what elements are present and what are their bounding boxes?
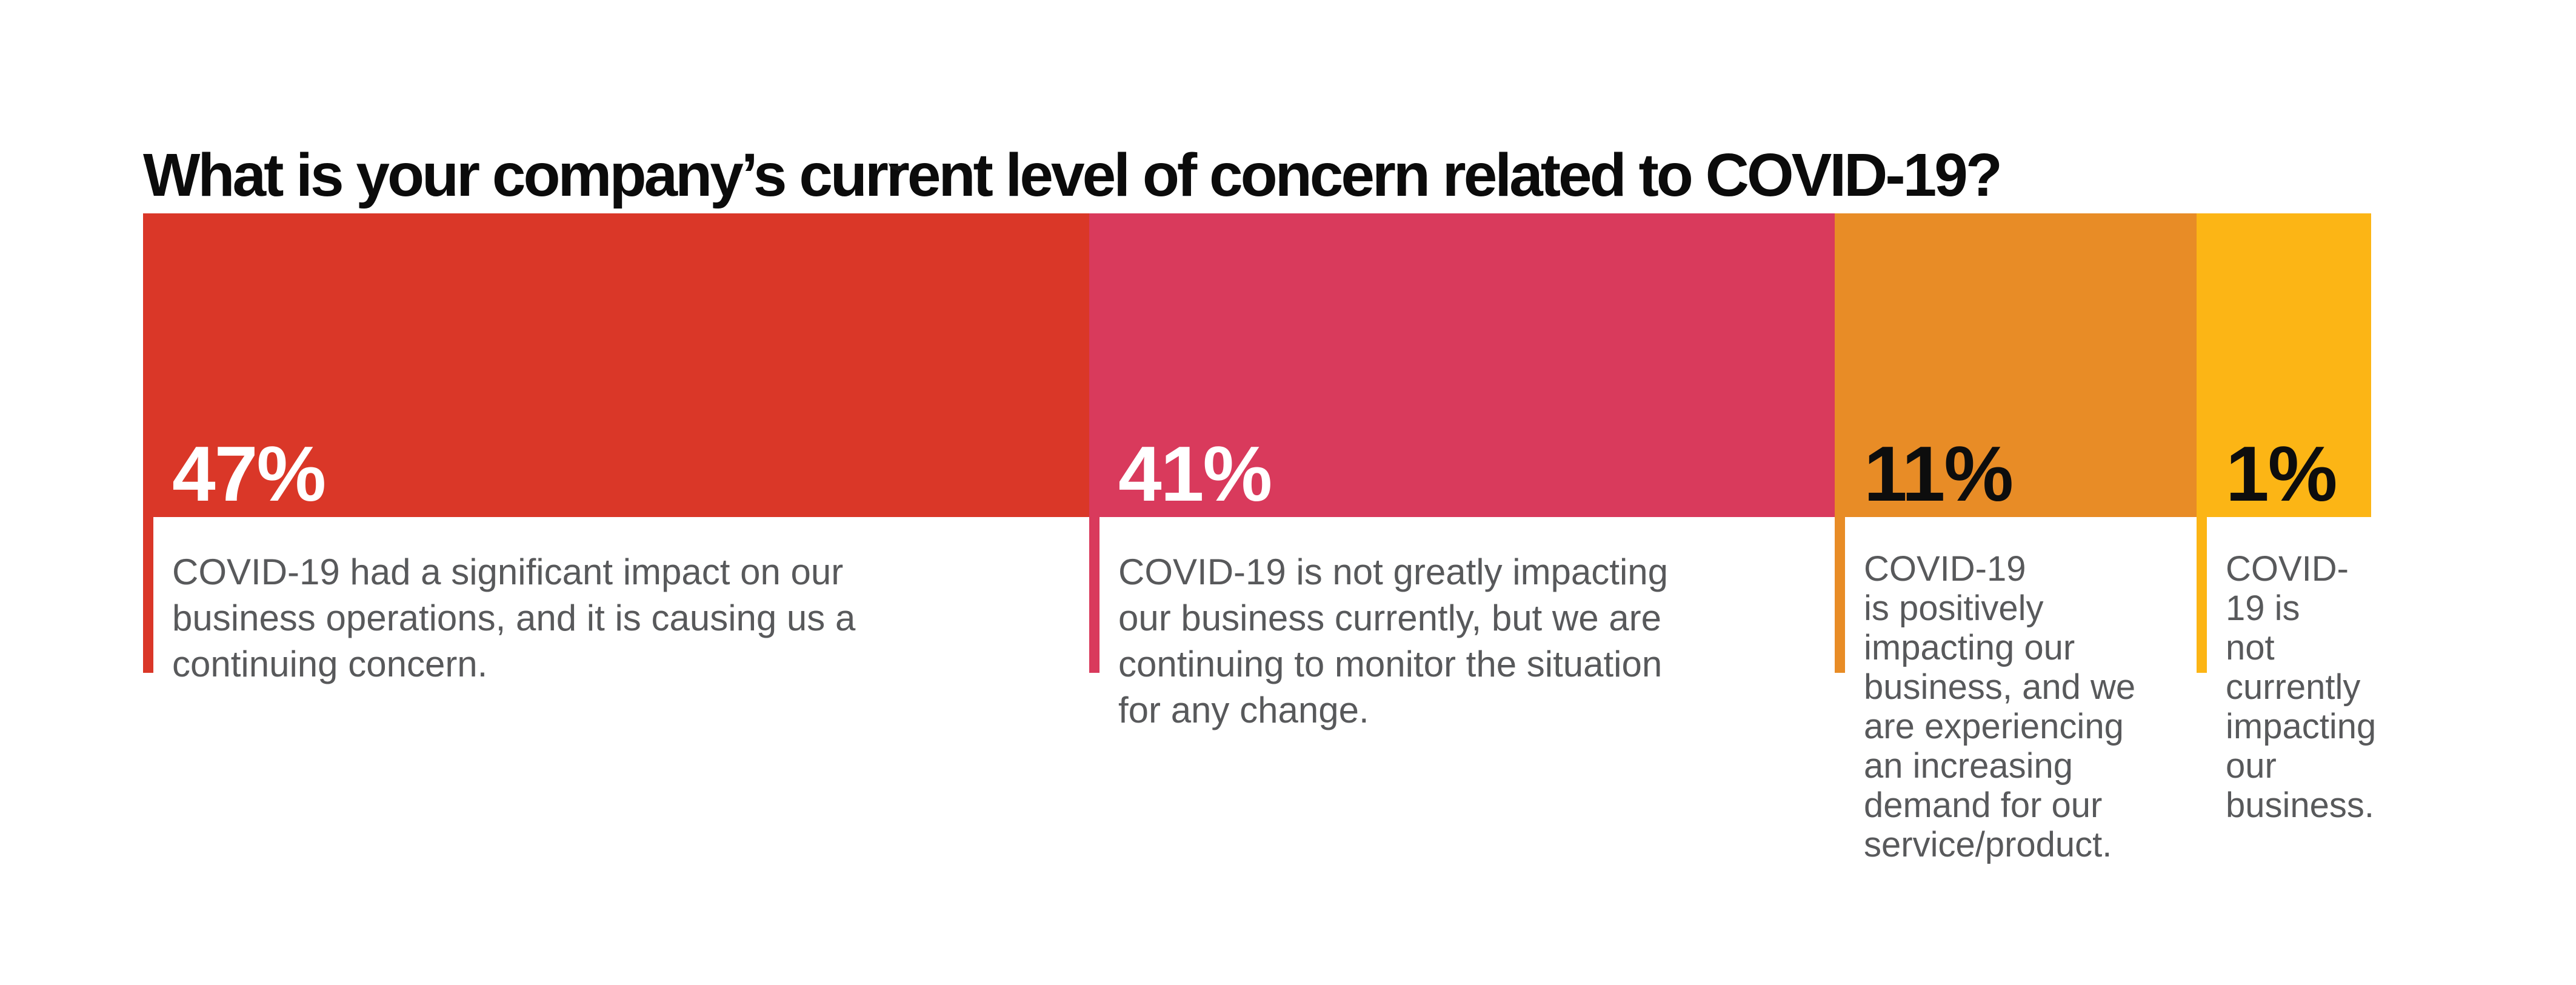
segment-tick bbox=[1089, 517, 1099, 673]
segment-value-label: 1% bbox=[2226, 430, 2337, 518]
segment-bar: 41% bbox=[1089, 213, 1835, 517]
segment-tick bbox=[1835, 517, 1845, 673]
segment-tick bbox=[2197, 517, 2207, 673]
segment-value-label: 47% bbox=[172, 430, 326, 518]
segment-bar: 11% bbox=[1835, 213, 2197, 517]
bar-segment-4: 1% COVID-19 is not currently impacting ou… bbox=[2197, 213, 2376, 910]
segment-tick bbox=[143, 517, 153, 673]
segment-bar: 1% bbox=[2197, 213, 2371, 517]
segment-bar: 47% bbox=[143, 213, 1089, 517]
segment-value-label: 41% bbox=[1118, 430, 1272, 518]
bar-segment-3: 11% COVID-19 is positively impacting our … bbox=[1835, 213, 2197, 910]
stray-mark bbox=[889, 158, 906, 170]
segment-value-label: 11% bbox=[1864, 430, 2014, 518]
segment-description: COVID-19 is not greatly impacting our bu… bbox=[1118, 552, 1669, 730]
bar-segment-1: 47% COVID-19 had a significant impact on … bbox=[143, 213, 1089, 910]
segment-description: COVID-19 is positively impacting our bus… bbox=[1864, 549, 2136, 864]
segment-description: COVID-19 had a significant impact on our… bbox=[172, 552, 856, 684]
bar-segment-2: 41% COVID-19 is not greatly impacting our… bbox=[1089, 213, 1835, 910]
chart-title: What is your company’s current level of … bbox=[143, 141, 2003, 209]
segment-description: COVID-19 is not currently impacting our … bbox=[2226, 549, 2377, 825]
